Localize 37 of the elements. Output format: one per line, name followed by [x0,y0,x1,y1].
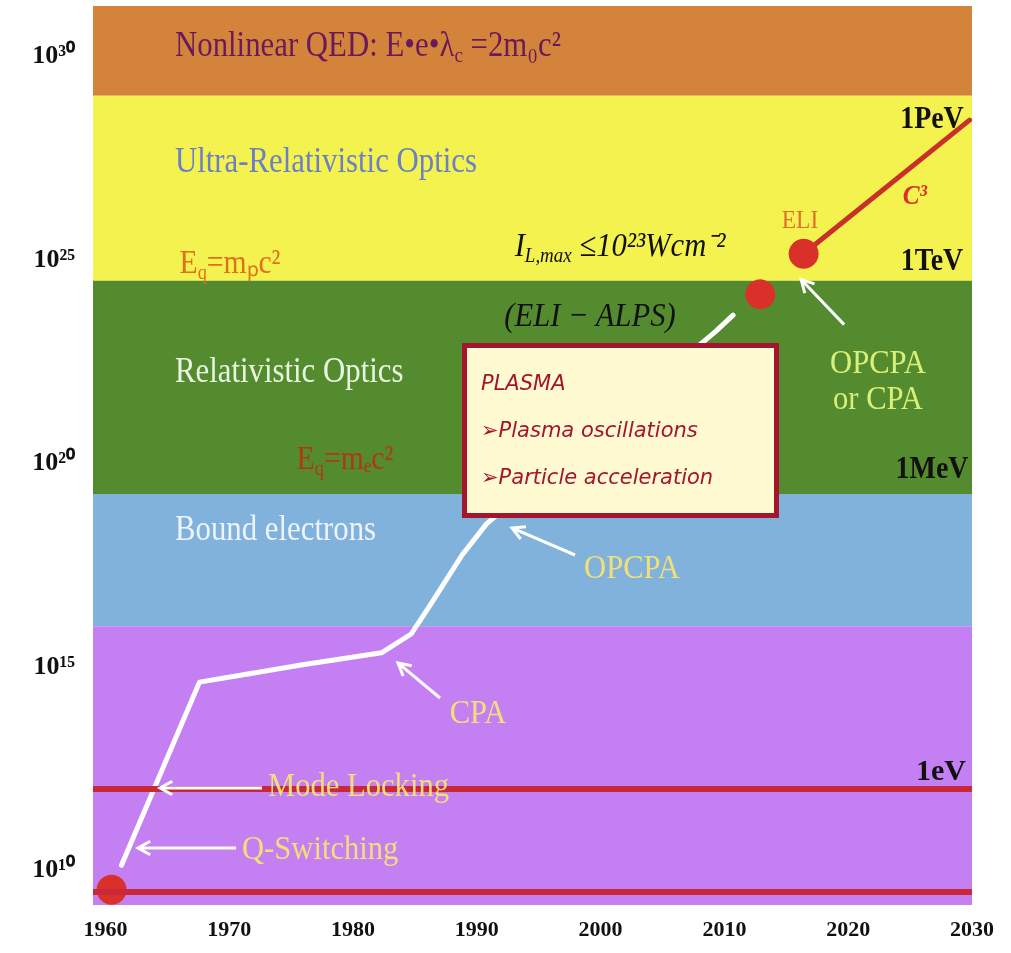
annotation: (ELI − ALPS) [504,296,676,334]
x-tick-label: 1970 [207,915,252,941]
x-tick-label: 2020 [826,915,871,941]
ref-line-label: 1eV [916,753,967,787]
x-tick-label: 1960 [83,915,128,941]
x-tick-label: 1990 [454,915,499,941]
annotation: OPCPA or CPA [830,343,926,416]
annotation: OPCPA [584,548,680,586]
y-tick-label: 10¹⁰ [32,853,76,883]
band-label: Nonlinear QED: E•e•λ$_{c}$ =2m₀c² [175,24,561,68]
y-tick-label: 10²⁵ [33,243,76,273]
annotation: CPA [449,693,507,731]
annotation: E$_{q}$=mₑc² [296,439,394,479]
annotation: PLASMA [481,370,567,397]
band-label: Relativistic Optics [175,351,404,391]
point [788,238,819,269]
x-tick-label: 2010 [702,915,747,941]
annotation: Q-Switching [242,829,399,867]
annotation: C³ [902,179,928,211]
annotation: 1PeV [900,99,964,135]
x-tick-label: 2030 [950,915,994,941]
annotation: E$_{q}$=mₚc² [179,243,281,283]
annotation: ➢Particle acceleration [481,464,715,491]
band-label: Ultra-Relativistic Optics [175,141,477,181]
annotation: 1TeV [900,241,964,277]
y-tick-label: 10²⁰ [32,447,76,477]
annotation: ➢Plasma oscillations [481,417,699,444]
annotation: I$_{L,max}$ ≤10²³Wcm⁻² [514,226,726,268]
point [745,279,776,310]
y-tick-label: 10¹⁵ [33,650,76,680]
annotation: ELI [781,205,819,235]
callout-box: PLASMA ➢Plasma oscillations ➢Particle acceleration [462,343,779,518]
x-tick-label: 1980 [330,915,375,941]
annotation: 1MeV [895,449,969,485]
band-label: Bound electrons [175,509,377,549]
y-tick-label: 10³⁰ [32,40,76,70]
x-tick-label: 2000 [578,915,623,941]
